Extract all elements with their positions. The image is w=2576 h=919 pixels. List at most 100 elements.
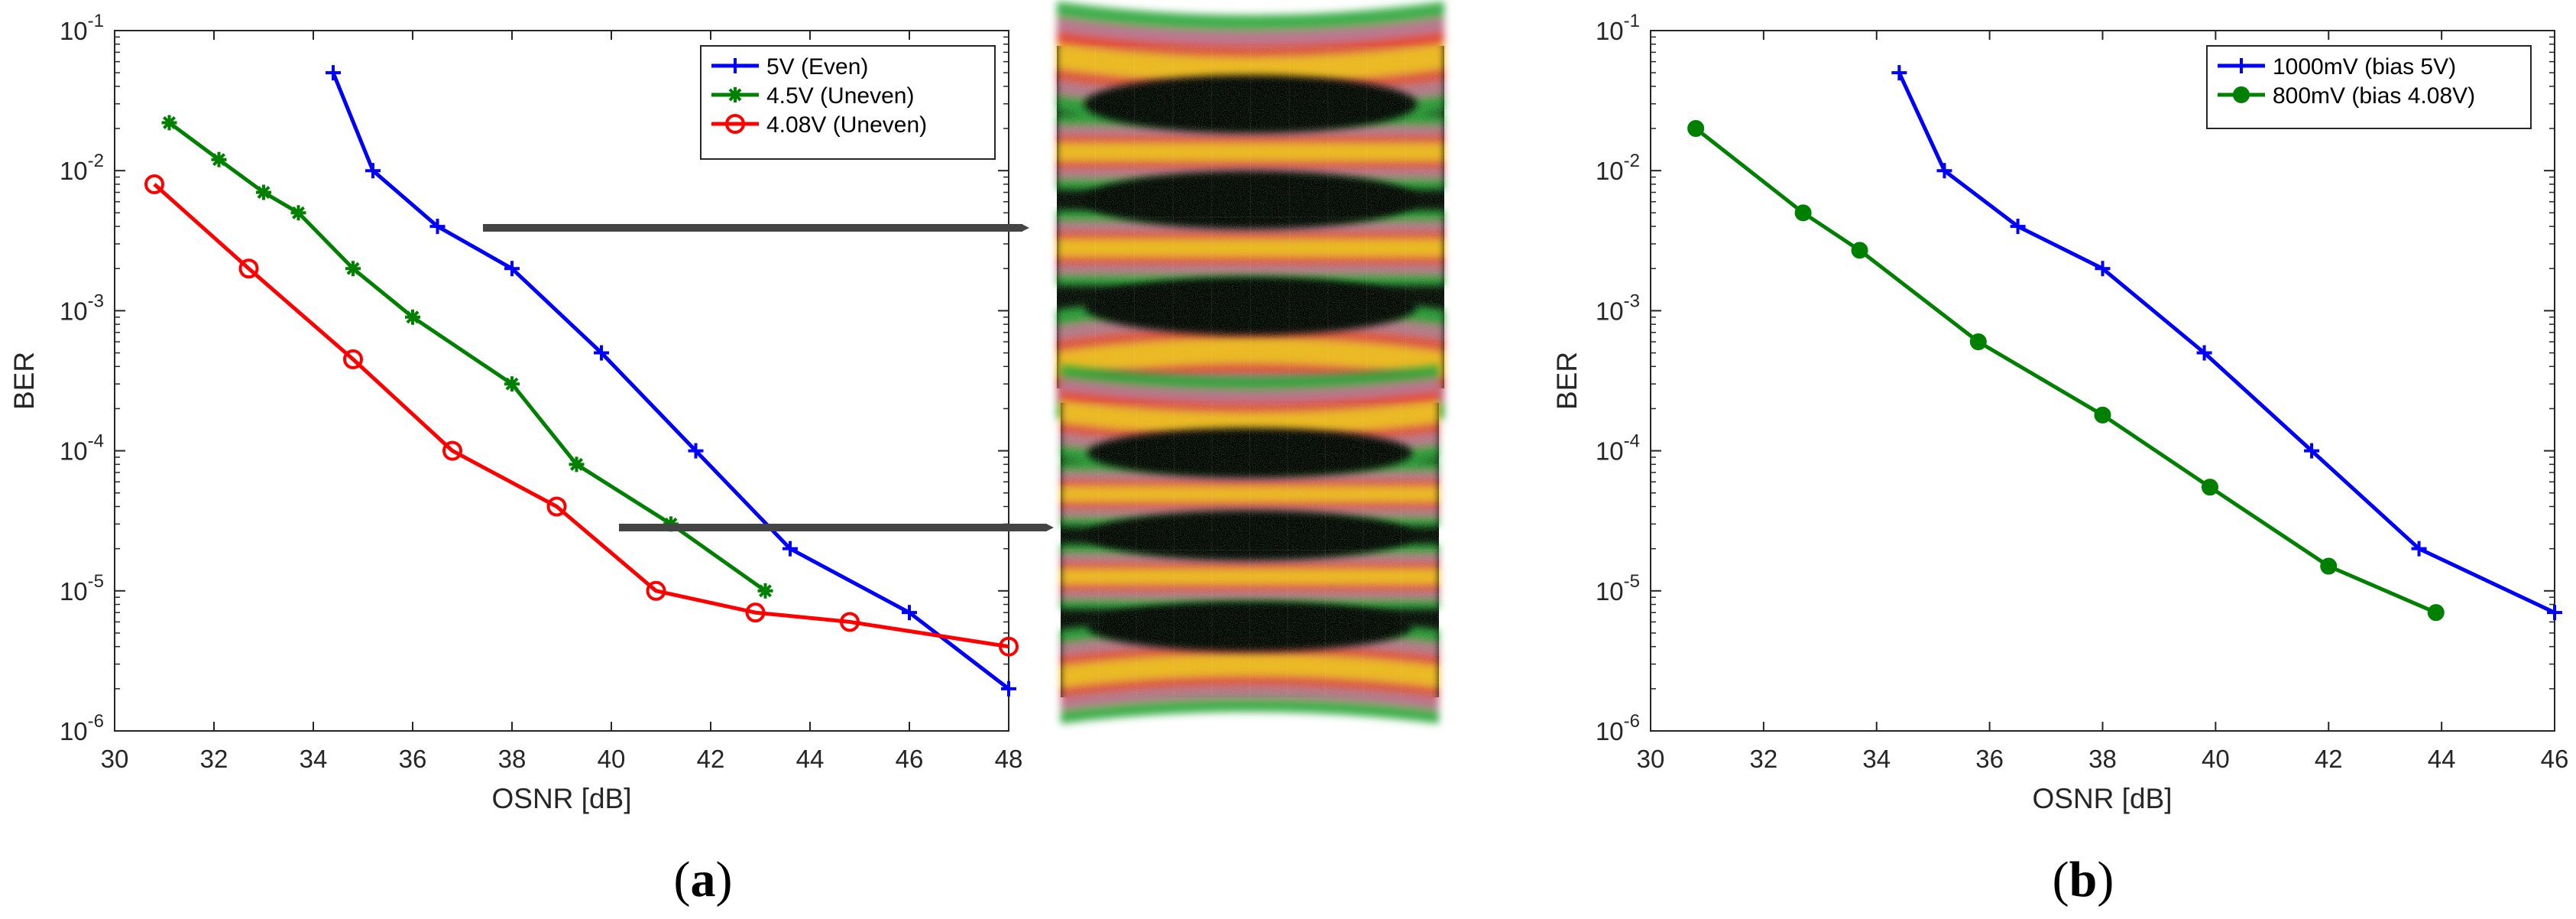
series-1: [1891, 65, 2562, 621]
data-point: [1001, 680, 1016, 697]
data-point: [727, 87, 743, 102]
data-point: [2234, 58, 2249, 73]
x-tick-label: 36: [399, 745, 427, 773]
y-tick-label: 10-3: [60, 291, 104, 325]
data-point: [144, 174, 164, 194]
data-point: [2095, 261, 2111, 277]
data-point: [365, 163, 381, 179]
x-tick-label: 32: [1750, 745, 1778, 773]
series-group-a: [144, 65, 1019, 697]
data-point: [688, 443, 704, 459]
data-point: [745, 602, 766, 623]
legend-entry: 1000mV (bias 5V): [2218, 54, 2456, 80]
data-point: [326, 65, 341, 81]
x-tick-label: 44: [2428, 745, 2456, 773]
chart-a: 30 32 34 36 38 40 42 44 46 48 10-6 10-5 10-4 10-3 10-2…: [8, 11, 1022, 814]
x-tick-label: 42: [697, 745, 725, 773]
y-tick-label: 10-2: [1596, 151, 1640, 185]
data-point: [1851, 242, 1868, 259]
y-axis-label-b: BER: [1551, 352, 1583, 410]
eye-diagram-bottom: [1061, 364, 1439, 724]
y-axis-label-a: BER: [8, 352, 40, 410]
x-tick-label: 36: [1975, 745, 2004, 773]
x-tick-label: 38: [2088, 745, 2117, 773]
data-point: [2094, 406, 2111, 424]
y-tick-label: 10-1: [1596, 11, 1640, 45]
x-tick-label: 40: [598, 745, 626, 773]
data-point: [2427, 604, 2445, 622]
x-tick-label: 30: [1637, 745, 1665, 773]
data-point: [783, 541, 798, 557]
y-tick-label: 10-6: [60, 711, 104, 745]
x-tick-label: 46: [2541, 745, 2569, 773]
data-point: [442, 440, 462, 461]
series-line: [168, 121, 766, 593]
x-tick-label: 30: [101, 745, 129, 773]
data-point: [727, 58, 743, 73]
data-point: [2320, 557, 2338, 575]
y-tick-label: 10-1: [60, 11, 104, 45]
axis-ticks-a: 30 32 34 36 38 40 42 44 46 48 10-6 10-5 10-4 10-3 10-2…: [60, 11, 1022, 773]
eye-diagram-top: [1057, 1, 1444, 420]
legend-b: 1000mV (bias 5V) 800mV (bias 4.08V): [2206, 45, 2532, 129]
y-tick-label: 10-2: [60, 151, 104, 185]
x-tick-label: 40: [2202, 745, 2230, 773]
data-point: [2411, 541, 2427, 557]
legend-label: 4.5V (Uneven): [766, 83, 914, 109]
data-point: [840, 612, 860, 632]
data-point: [2547, 605, 2562, 621]
data-point: [2196, 345, 2212, 361]
caption-a-letter: a: [691, 852, 716, 908]
caption-b: (b): [2053, 852, 2114, 908]
axis-ticks-b: 30 32 34 36 38 40 42 44 46 10-6 10-5 10-4 10-3 10-2 10…: [1596, 11, 2568, 773]
data-point: [238, 258, 259, 279]
data-point: [429, 219, 446, 235]
series-line: [153, 183, 1009, 649]
data-point: [1969, 333, 1987, 351]
caption-b-letter: b: [2069, 852, 2098, 908]
data-point: [345, 261, 361, 277]
data-point: [646, 580, 666, 601]
data-point: [343, 349, 363, 369]
legend-entry: 4.5V (Uneven): [711, 83, 914, 109]
data-point: [1687, 120, 1705, 138]
x-tick-label: 32: [200, 745, 228, 773]
data-point: [1891, 65, 1907, 81]
series-group-b: [1687, 65, 2562, 622]
series-2: [1687, 120, 2445, 622]
legend-box: [2206, 45, 2532, 129]
y-tick-label: 10-4: [60, 431, 104, 466]
x-tick-label: 46: [896, 745, 924, 773]
series-2: [161, 115, 773, 599]
x-tick-label: 48: [995, 745, 1023, 773]
x-tick-label: 44: [796, 745, 825, 773]
legend-label: 5V (Even): [766, 54, 868, 80]
legend-entry: 4.08V (Uneven): [711, 112, 927, 138]
legend-label: 4.08V (Uneven): [766, 112, 927, 138]
eye-noise: [1061, 403, 1439, 697]
legend-a: 5V (Even) 4.5V (Uneven) 4.08V (Uneven): [700, 45, 996, 160]
legend-entry: 5V (Even): [711, 54, 868, 80]
data-point: [594, 345, 609, 361]
data-point: [2233, 86, 2250, 103]
y-tick-label: 10-3: [1596, 291, 1640, 325]
x-axis-label-b: OSNR [dB]: [2033, 783, 2173, 814]
legend-label: 800mV (bias 4.08V): [2273, 83, 2475, 109]
data-point: [290, 205, 306, 221]
y-tick-label: 10-5: [60, 571, 104, 606]
data-point: [161, 115, 177, 131]
data-point: [757, 583, 773, 599]
data-point: [211, 151, 227, 167]
x-tick-label: 38: [498, 745, 527, 773]
eye-diagrams: [483, 1, 1444, 724]
data-point: [546, 496, 567, 517]
data-point: [1936, 163, 1952, 179]
data-point: [2201, 479, 2218, 496]
x-tick-label: 34: [300, 745, 328, 773]
series-line: [1897, 72, 2556, 615]
chart-b: 30 32 34 36 38 40 42 44 46 10-6 10-5 10-4 10-3 10-2 10…: [1551, 11, 2568, 814]
series-line: [1694, 127, 2437, 615]
data-point: [2010, 219, 2026, 235]
data-point: [999, 636, 1019, 657]
legend-label: 1000mV (bias 5V): [2273, 54, 2456, 80]
